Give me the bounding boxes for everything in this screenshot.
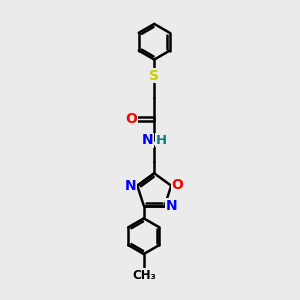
Text: N: N [142,133,154,147]
Text: O: O [125,112,137,126]
Text: CH₃: CH₃ [132,269,156,282]
Text: O: O [171,178,183,192]
Text: N: N [125,179,136,193]
Text: S: S [149,69,159,83]
Text: H: H [155,134,167,147]
Text: N: N [166,199,177,213]
